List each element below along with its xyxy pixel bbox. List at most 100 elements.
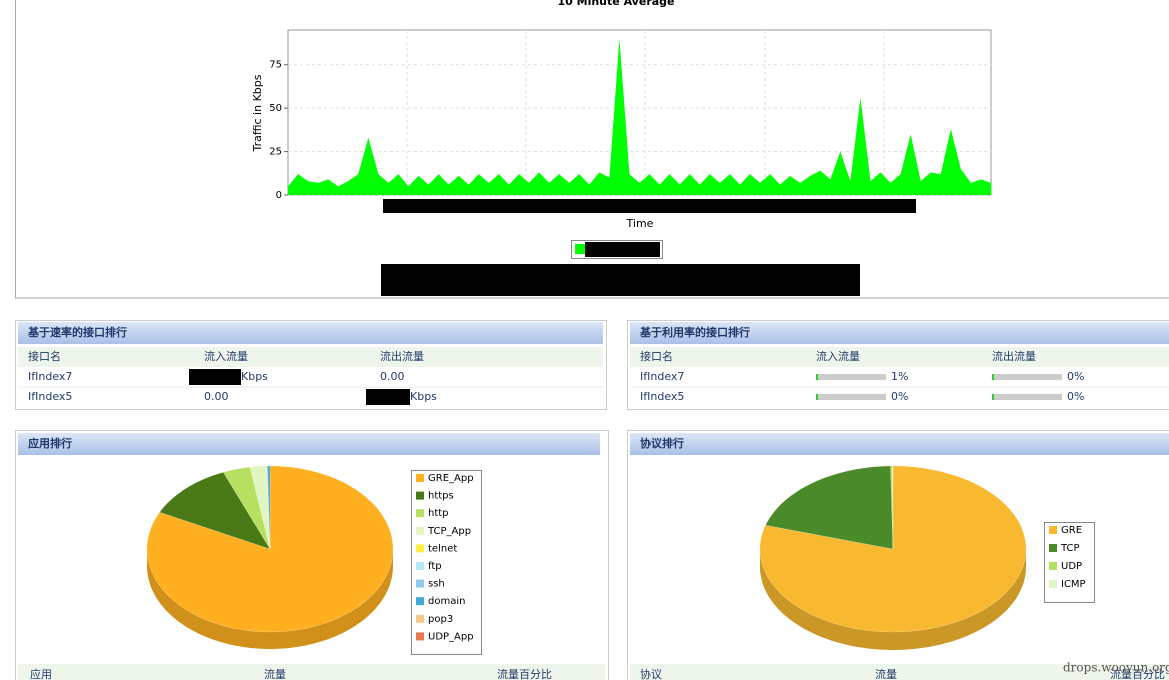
panel-header: [18, 433, 600, 455]
pie-side: [760, 549, 1026, 650]
td: Kbps: [410, 390, 437, 403]
pie-slice: [222, 466, 271, 550]
panel-header: [18, 322, 603, 344]
progress-bar: [992, 394, 1062, 400]
legend-label: domain: [428, 596, 465, 607]
pie-slice: [249, 465, 271, 550]
panel-title: 应用排行: [28, 436, 72, 450]
legend-label: UDP: [1061, 561, 1082, 572]
legend-label: GRE: [1061, 525, 1082, 536]
y-tick-label: 50: [269, 103, 282, 114]
pie-slice: [159, 471, 271, 550]
th: 流入流量: [204, 349, 248, 363]
pie-slice: [267, 465, 271, 550]
protocol-pie: GRE TCP UDP ICMP: [759, 465, 1095, 650]
y-axis-label: Traffic in Kbps: [251, 74, 264, 152]
legend-label: https: [428, 491, 454, 502]
legend-swatch: [416, 526, 424, 535]
legend-swatch: [416, 632, 424, 641]
legend-swatch: [416, 544, 424, 553]
th: 流出流量: [380, 349, 424, 363]
th: 接口名: [640, 349, 673, 363]
legend-swatch: [575, 244, 585, 254]
td: 0%: [1067, 370, 1084, 383]
td: 0%: [1067, 390, 1084, 403]
legend-label: telnet: [428, 543, 457, 554]
th: 流出流量: [992, 349, 1036, 363]
legend-swatch: [416, 579, 424, 588]
legend-label: GRE_App: [428, 473, 474, 484]
legend-swatch: [1049, 544, 1057, 552]
progress-bar: [992, 374, 1062, 380]
th: 接口名: [28, 349, 61, 363]
legend-swatch: [416, 614, 424, 623]
panel-header: [630, 322, 1169, 344]
legend-label: TCP: [1060, 543, 1080, 554]
th: 应用: [30, 667, 52, 680]
pie-slice: [765, 465, 894, 550]
td: 0.00: [204, 390, 229, 403]
y-tick-label: 25: [269, 147, 282, 158]
redacted: [381, 264, 860, 296]
progress-bar: [816, 394, 886, 400]
td: 1%: [891, 370, 908, 383]
legend-swatch: [416, 562, 424, 570]
y-tick-label: 0: [276, 190, 282, 201]
redacted: [585, 242, 660, 257]
traffic-chart: 0 25 50 75: [269, 38, 991, 201]
pie-side: [147, 549, 393, 649]
progress-fill: [992, 374, 994, 380]
pie-slice: [265, 465, 271, 550]
panel-title: 协议排行: [640, 436, 684, 450]
legend-label: http: [428, 508, 449, 519]
legend-swatch: [416, 597, 424, 606]
td: 0.00: [380, 370, 405, 383]
legend-swatch: [1049, 580, 1057, 588]
th: 协议: [640, 667, 662, 680]
watermark: drops.wooyun.org: [1063, 661, 1169, 675]
table-header: [18, 347, 603, 367]
th: 流量百分比: [1110, 667, 1165, 680]
pie-slice: [891, 465, 894, 550]
y-tick-label: 75: [269, 60, 282, 71]
th: 流量: [875, 667, 897, 680]
progress-fill: [992, 394, 994, 400]
legend-label: UDP_App: [428, 631, 474, 642]
td: IfIndex5: [28, 390, 72, 403]
table-header: [630, 347, 1169, 367]
td: IfIndex5: [640, 390, 684, 403]
legend-swatch: [1049, 562, 1057, 570]
progress-bar: [816, 374, 886, 380]
redacted: [383, 199, 916, 213]
table-header: [630, 664, 1169, 680]
progress-fill: [816, 394, 818, 400]
td: IfIndex7: [28, 370, 72, 383]
traffic-area: [288, 38, 991, 196]
th: 流入流量: [816, 349, 860, 363]
th: 流量百分比: [497, 667, 552, 680]
plot-area: [287, 29, 992, 196]
x-axis-label: Time: [626, 217, 654, 230]
redacted: [366, 389, 410, 405]
td: IfIndex7: [640, 370, 684, 383]
th: 流量: [264, 667, 286, 680]
legend-label: pop3: [428, 614, 453, 625]
redacted: [189, 369, 241, 385]
panel-title: 基于速率的接口排行: [27, 325, 127, 339]
legend-swatch: [416, 474, 424, 482]
pie-slice: [265, 465, 271, 550]
legend-label: TCP_App: [427, 526, 471, 537]
legend-label: ftp: [428, 561, 442, 572]
td: Kbps: [241, 370, 268, 383]
progress-fill: [816, 374, 818, 380]
legend-label: ICMP: [1061, 579, 1086, 590]
td: 0%: [891, 390, 908, 403]
legend-swatch: [416, 509, 424, 518]
panel-title: 基于利用率的接口排行: [639, 325, 750, 339]
legend-label: ssh: [428, 579, 445, 590]
chart-title: 10 Minute Average: [558, 0, 675, 8]
legend-swatch: [416, 491, 424, 500]
